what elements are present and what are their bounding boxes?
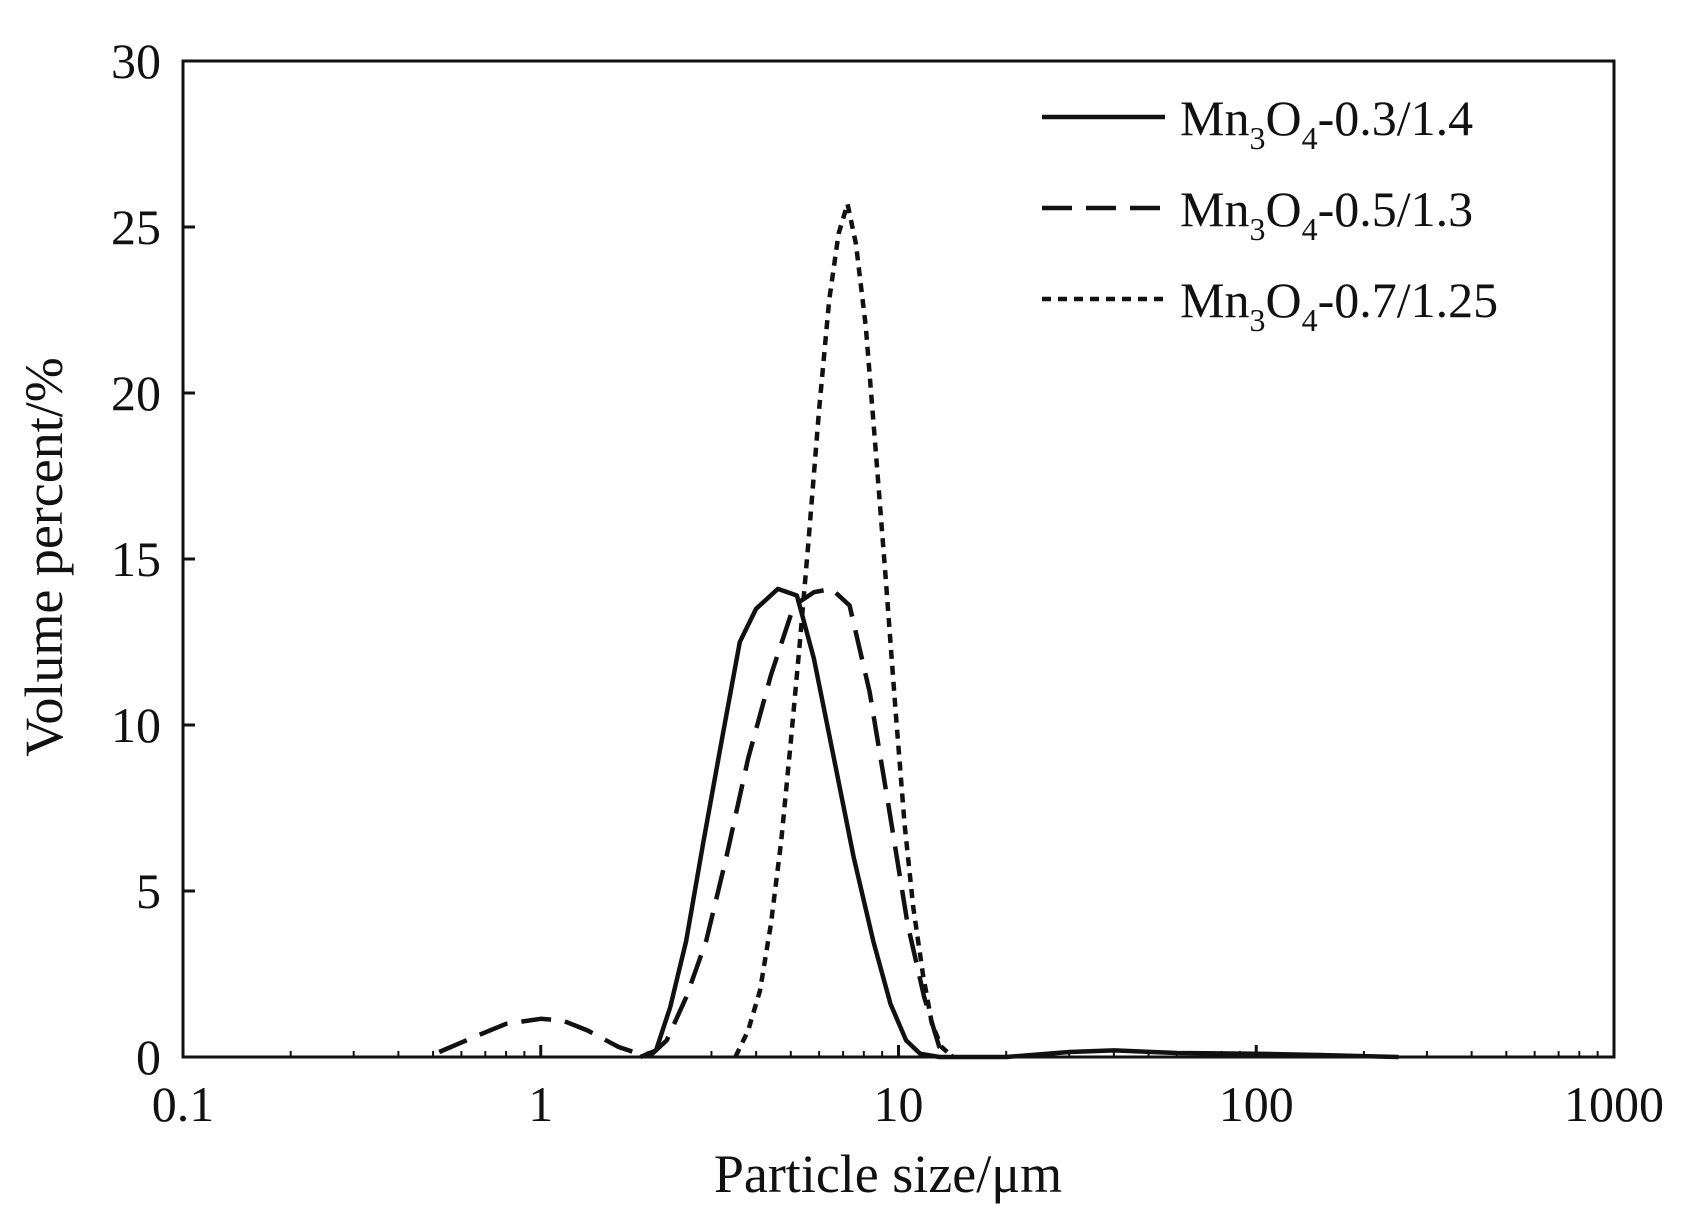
legend-entry-2: Mn3O4-0.5/1.3	[1180, 181, 1473, 247]
y-tick-label: 10	[111, 697, 161, 753]
y-tick-label: 15	[111, 531, 161, 587]
x-tick-label: 10	[874, 1076, 924, 1132]
plot-series	[438, 201, 1399, 1060]
series-line-3	[733, 201, 955, 1059]
x-axis-label: Particle size/μm	[714, 1144, 1062, 1204]
x-tick-label: 100	[1219, 1076, 1294, 1132]
y-tick-label: 25	[111, 199, 161, 255]
x-tick-label: 1	[528, 1076, 553, 1132]
legend-entry-3: Mn3O4-0.7/1.25	[1180, 272, 1498, 338]
x-tick-label: 0.1	[152, 1076, 215, 1132]
x-tick-label: 1000	[1564, 1076, 1664, 1132]
y-axis-label: Volume percent/%	[14, 357, 74, 756]
legend-entry-1: Mn3O4-0.3/1.4	[1180, 90, 1473, 156]
legend: Mn3O4-0.3/1.4 Mn3O4-0.5/1.3 Mn3O4-0.7/1.25	[1042, 90, 1498, 338]
y-tick-label: 5	[136, 863, 161, 919]
series-line-1	[639, 586, 1399, 1060]
y-tick-label: 20	[111, 365, 161, 421]
y-tick-label: 0	[136, 1029, 161, 1085]
y-tick-label: 30	[111, 33, 161, 89]
ticks: 0.1 1 10 100 1000 0 5 10 15 20 25 30	[111, 33, 1664, 1132]
series-line-2	[438, 586, 955, 1059]
